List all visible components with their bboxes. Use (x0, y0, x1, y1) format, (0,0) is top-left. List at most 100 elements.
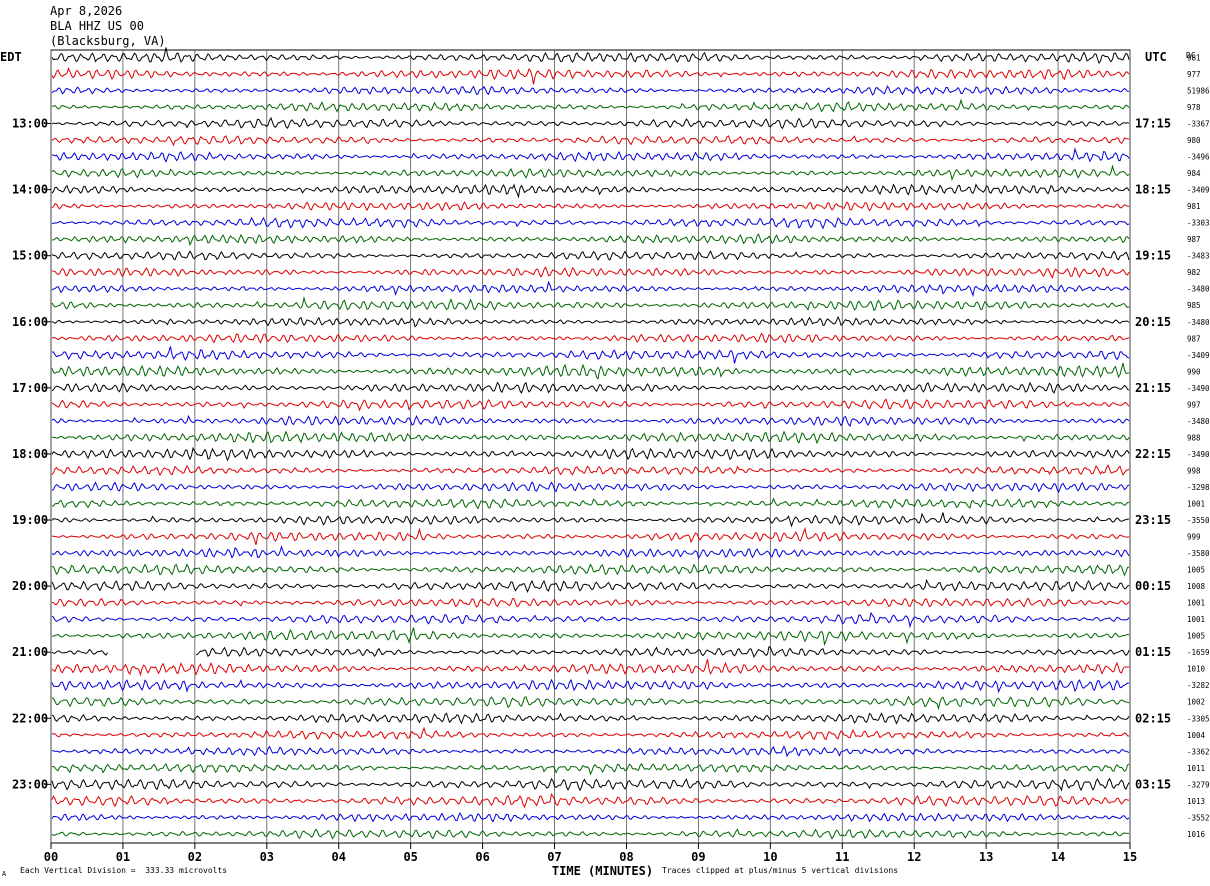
dc-offset-label: 977 (1187, 70, 1201, 79)
x-tick-label: 03 (260, 850, 274, 864)
edt-hour-label: 15:00 (12, 249, 48, 263)
utc-hour-label: 22:15 (1135, 447, 1171, 461)
edt-axis-label: EDT (0, 50, 22, 64)
dc-offset-label: 980 (1187, 136, 1201, 145)
dc-offset-label: -33034 (1187, 219, 1210, 228)
dc-offset-label: -34908 (1187, 384, 1210, 393)
trace-row-35 (51, 627, 1130, 647)
dc-offset-label: 988 (1187, 433, 1201, 442)
utc-hour-label: 23:15 (1135, 513, 1171, 527)
utc-hour-label: 18:15 (1135, 183, 1171, 197)
dc-offset-label: 1010 (1187, 665, 1206, 674)
dc-offset-label: 985 (1187, 301, 1201, 310)
dc-offset-label: -33050 (1187, 714, 1210, 723)
dc-offset-label: -32824 (1187, 681, 1210, 690)
trace-row-31 (51, 563, 1130, 577)
edt-hour-label: 17:00 (12, 381, 48, 395)
x-tick-label: 08 (619, 850, 633, 864)
trace-row-3 (51, 98, 1130, 113)
dc-offset-label: -16595 (1187, 648, 1210, 657)
edt-hour-label: 16:00 (12, 315, 48, 329)
trace-row-20 (51, 381, 1130, 394)
dc-offset-label: 978 (1187, 103, 1201, 112)
trace-row-24 (51, 446, 1130, 462)
x-axis-label: TIME (MINUTES) (552, 864, 653, 878)
corner-mark: A (2, 870, 7, 878)
dc-offset-label: 984 (1187, 169, 1201, 178)
trace-row-28 (51, 512, 1130, 528)
edt-hour-label: 20:00 (12, 579, 48, 593)
clip-note: Traces clipped at plus/minus 5 vertical … (662, 866, 899, 875)
trace-row-25 (51, 464, 1130, 477)
station-label: BLA HHZ US 00 (50, 19, 144, 33)
x-tick-label: 15 (1123, 850, 1137, 864)
trace-row-29 (51, 526, 1130, 545)
x-tick-label: 09 (691, 850, 705, 864)
dc-offset-label: 987 (1187, 334, 1201, 343)
plot-frame (50, 49, 1131, 844)
trace-row-2 (51, 85, 1130, 96)
trace-row-43 (51, 762, 1130, 776)
dc-offset-label: 999 (1187, 533, 1201, 542)
dc-offset-label: -34805 (1187, 417, 1210, 426)
dc-offset-label: 1005 (1187, 566, 1205, 575)
trace-row-23 (51, 430, 1130, 445)
utc-hour-label: 01:15 (1135, 645, 1171, 659)
trace-layer (51, 47, 1130, 840)
dc-offset-label: 981 (1187, 53, 1201, 62)
trace-row-21 (51, 398, 1130, 412)
dc-offset-label: -32988 (1187, 483, 1210, 492)
location-label: (Blacksburg, VA) (50, 34, 166, 48)
trace-row-22 (51, 414, 1130, 428)
trace-row-33 (51, 597, 1130, 608)
utc-hour-label: 00:15 (1135, 579, 1171, 593)
edt-hour-label: 22:00 (12, 711, 48, 725)
trace-row-4 (51, 116, 1130, 130)
trace-row-27 (51, 497, 1130, 510)
utc-hour-label: 02:15 (1135, 711, 1171, 725)
trace-row-47 (51, 828, 1130, 840)
dc-offset-label: -34092 (1187, 186, 1210, 195)
dc-offset-label: 1001 (1187, 599, 1205, 608)
trace-row-18 (51, 346, 1130, 364)
utc-hour-label: 20:15 (1135, 315, 1171, 329)
trace-row-41 (51, 726, 1130, 741)
trace-row-26 (51, 481, 1130, 494)
trace-row-12 (51, 250, 1130, 261)
dc-offset-label: 1001 (1187, 615, 1205, 624)
dc-offset-label: 990 (1187, 367, 1201, 376)
trace-row-1 (51, 67, 1130, 85)
x-tick-label: 01 (116, 850, 130, 864)
dc-offset-label: -35508 (1187, 516, 1210, 525)
edt-hour-label: 21:00 (12, 645, 48, 659)
x-tick-label: 13 (979, 850, 993, 864)
utc-axis-label: UTC (1145, 50, 1167, 64)
trace-row-46 (51, 811, 1130, 823)
dc-offset-label: 1016 (1187, 830, 1206, 839)
dc-offset-label: 51986 (1187, 86, 1210, 95)
dc-label: DC (1186, 51, 1196, 60)
trace-row-16 (51, 316, 1130, 328)
x-tick-label: 10 (763, 850, 777, 864)
trace-row-37 (51, 659, 1130, 677)
x-tick-label: 11 (835, 850, 849, 864)
trace-row-38 (51, 678, 1130, 694)
utc-hour-label: 17:15 (1135, 117, 1171, 131)
date-label: Apr 8,2026 (50, 4, 123, 18)
x-tick-label: 00 (44, 850, 58, 864)
x-tick-label: 05 (403, 850, 417, 864)
dc-offset-label: 981 (1187, 202, 1201, 211)
trace-row-13 (51, 266, 1130, 279)
utc-hour-label: 03:15 (1135, 777, 1171, 791)
dc-offset-label: 1008 (1187, 582, 1206, 591)
x-tick-label: 07 (547, 850, 561, 864)
dc-offset-label: 998 (1187, 466, 1201, 475)
trace-row-5 (51, 135, 1130, 147)
trace-row-39 (51, 695, 1130, 711)
dc-offset-label: -34800 (1187, 285, 1210, 294)
edt-hour-label: 14:00 (12, 183, 48, 197)
dc-offset-label: -34098 (1187, 351, 1210, 360)
trace-row-30 (51, 544, 1130, 560)
trace-row-7 (51, 164, 1130, 182)
